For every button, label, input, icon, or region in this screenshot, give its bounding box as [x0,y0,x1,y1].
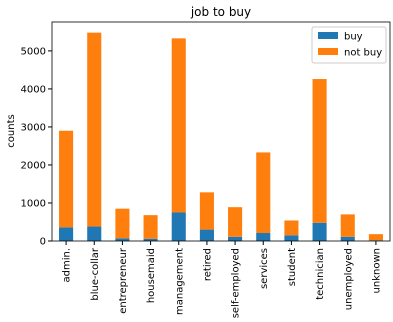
bar-segment [340,214,355,237]
y-tick-label: 0 [40,237,46,248]
bar-segment [312,222,327,241]
y-tick-label: 4000 [21,84,46,95]
y-tick-label: 3000 [21,122,46,133]
bar-segment [284,235,299,241]
bar-segment [115,238,130,241]
x-tick-label: unemployed [343,248,354,310]
bar-segment [199,229,214,241]
legend-swatch [318,32,338,39]
x-tick-label: housemaid [146,248,157,303]
legend-label: not buy [344,48,382,59]
x-tick-label: self-employed [231,248,242,318]
bar-segment [143,238,158,241]
bar-segment [284,220,299,236]
bar-segment [199,192,214,230]
x-tick-label: student [287,248,298,286]
bar-segment [143,215,158,239]
bar-segment [228,207,243,237]
bar-segment [368,234,383,241]
x-tick-label: unknown [371,248,382,293]
x-tick-label: entrepreneur [118,247,129,314]
bar-segment [171,212,186,241]
bar-segment [256,152,271,234]
x-tick-label: admin. [62,248,73,283]
bar-segment [228,236,243,241]
legend-label: buy [344,32,363,43]
y-tick-label: 1000 [21,198,46,209]
bar-segment [87,32,102,227]
x-tick-label: management [174,248,185,315]
bar-segment [340,236,355,241]
y-axis-label: counts [6,114,17,147]
plot-frame [51,21,391,242]
x-tick-label: technician [315,248,326,300]
bar-segment [87,226,102,241]
bar-segment [115,208,130,239]
bar-segment [312,79,327,223]
bar-segment [256,233,271,241]
legend-swatch [318,48,338,55]
y-tick-label: 5000 [21,46,46,57]
chart-title: job to buy [190,5,251,19]
bar-segment [59,227,74,241]
bar-segment [171,38,186,213]
bar-segment [59,130,74,228]
x-tick-label: blue-collar [90,247,101,301]
y-tick-label: 2000 [21,160,46,171]
x-tick-label: retired [202,248,213,281]
x-tick-label: services [259,248,270,289]
